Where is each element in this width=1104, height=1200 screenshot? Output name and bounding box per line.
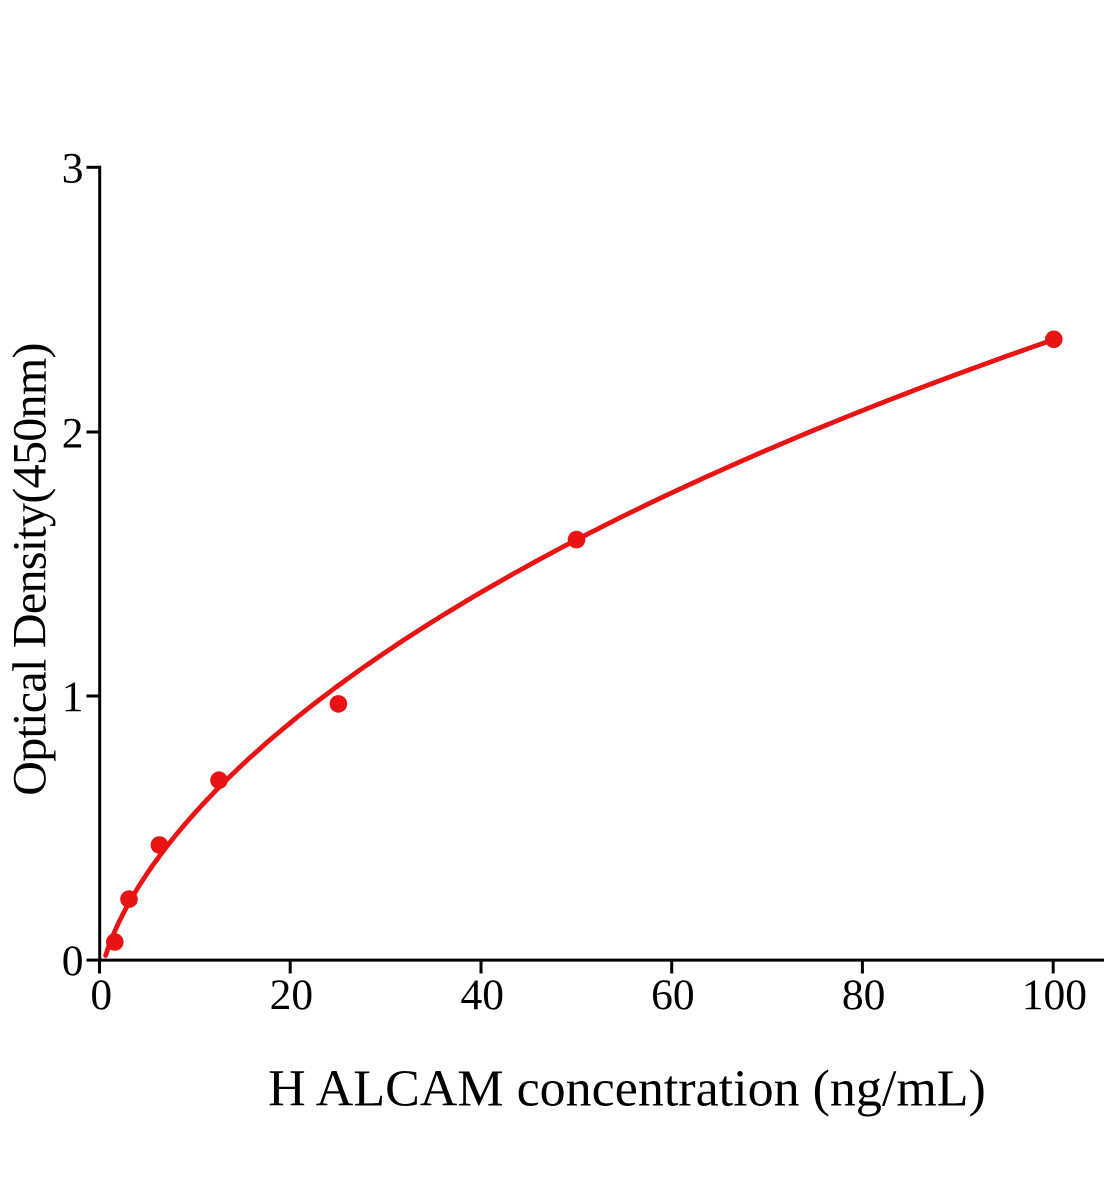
svg-text:2: 2 bbox=[62, 409, 84, 457]
svg-text:0: 0 bbox=[62, 937, 84, 985]
svg-text:H ALCAM concentration (ng/mL): H ALCAM concentration (ng/mL) bbox=[268, 1060, 986, 1117]
svg-text:Optical Density(450nm): Optical Density(450nm) bbox=[3, 343, 56, 796]
svg-text:3: 3 bbox=[62, 145, 84, 193]
svg-text:40: 40 bbox=[460, 971, 504, 1019]
svg-text:60: 60 bbox=[651, 971, 695, 1019]
svg-text:100: 100 bbox=[1022, 971, 1087, 1019]
svg-text:1: 1 bbox=[62, 673, 84, 721]
svg-text:0: 0 bbox=[90, 971, 112, 1019]
svg-text:20: 20 bbox=[270, 971, 314, 1019]
svg-text:80: 80 bbox=[842, 971, 886, 1019]
